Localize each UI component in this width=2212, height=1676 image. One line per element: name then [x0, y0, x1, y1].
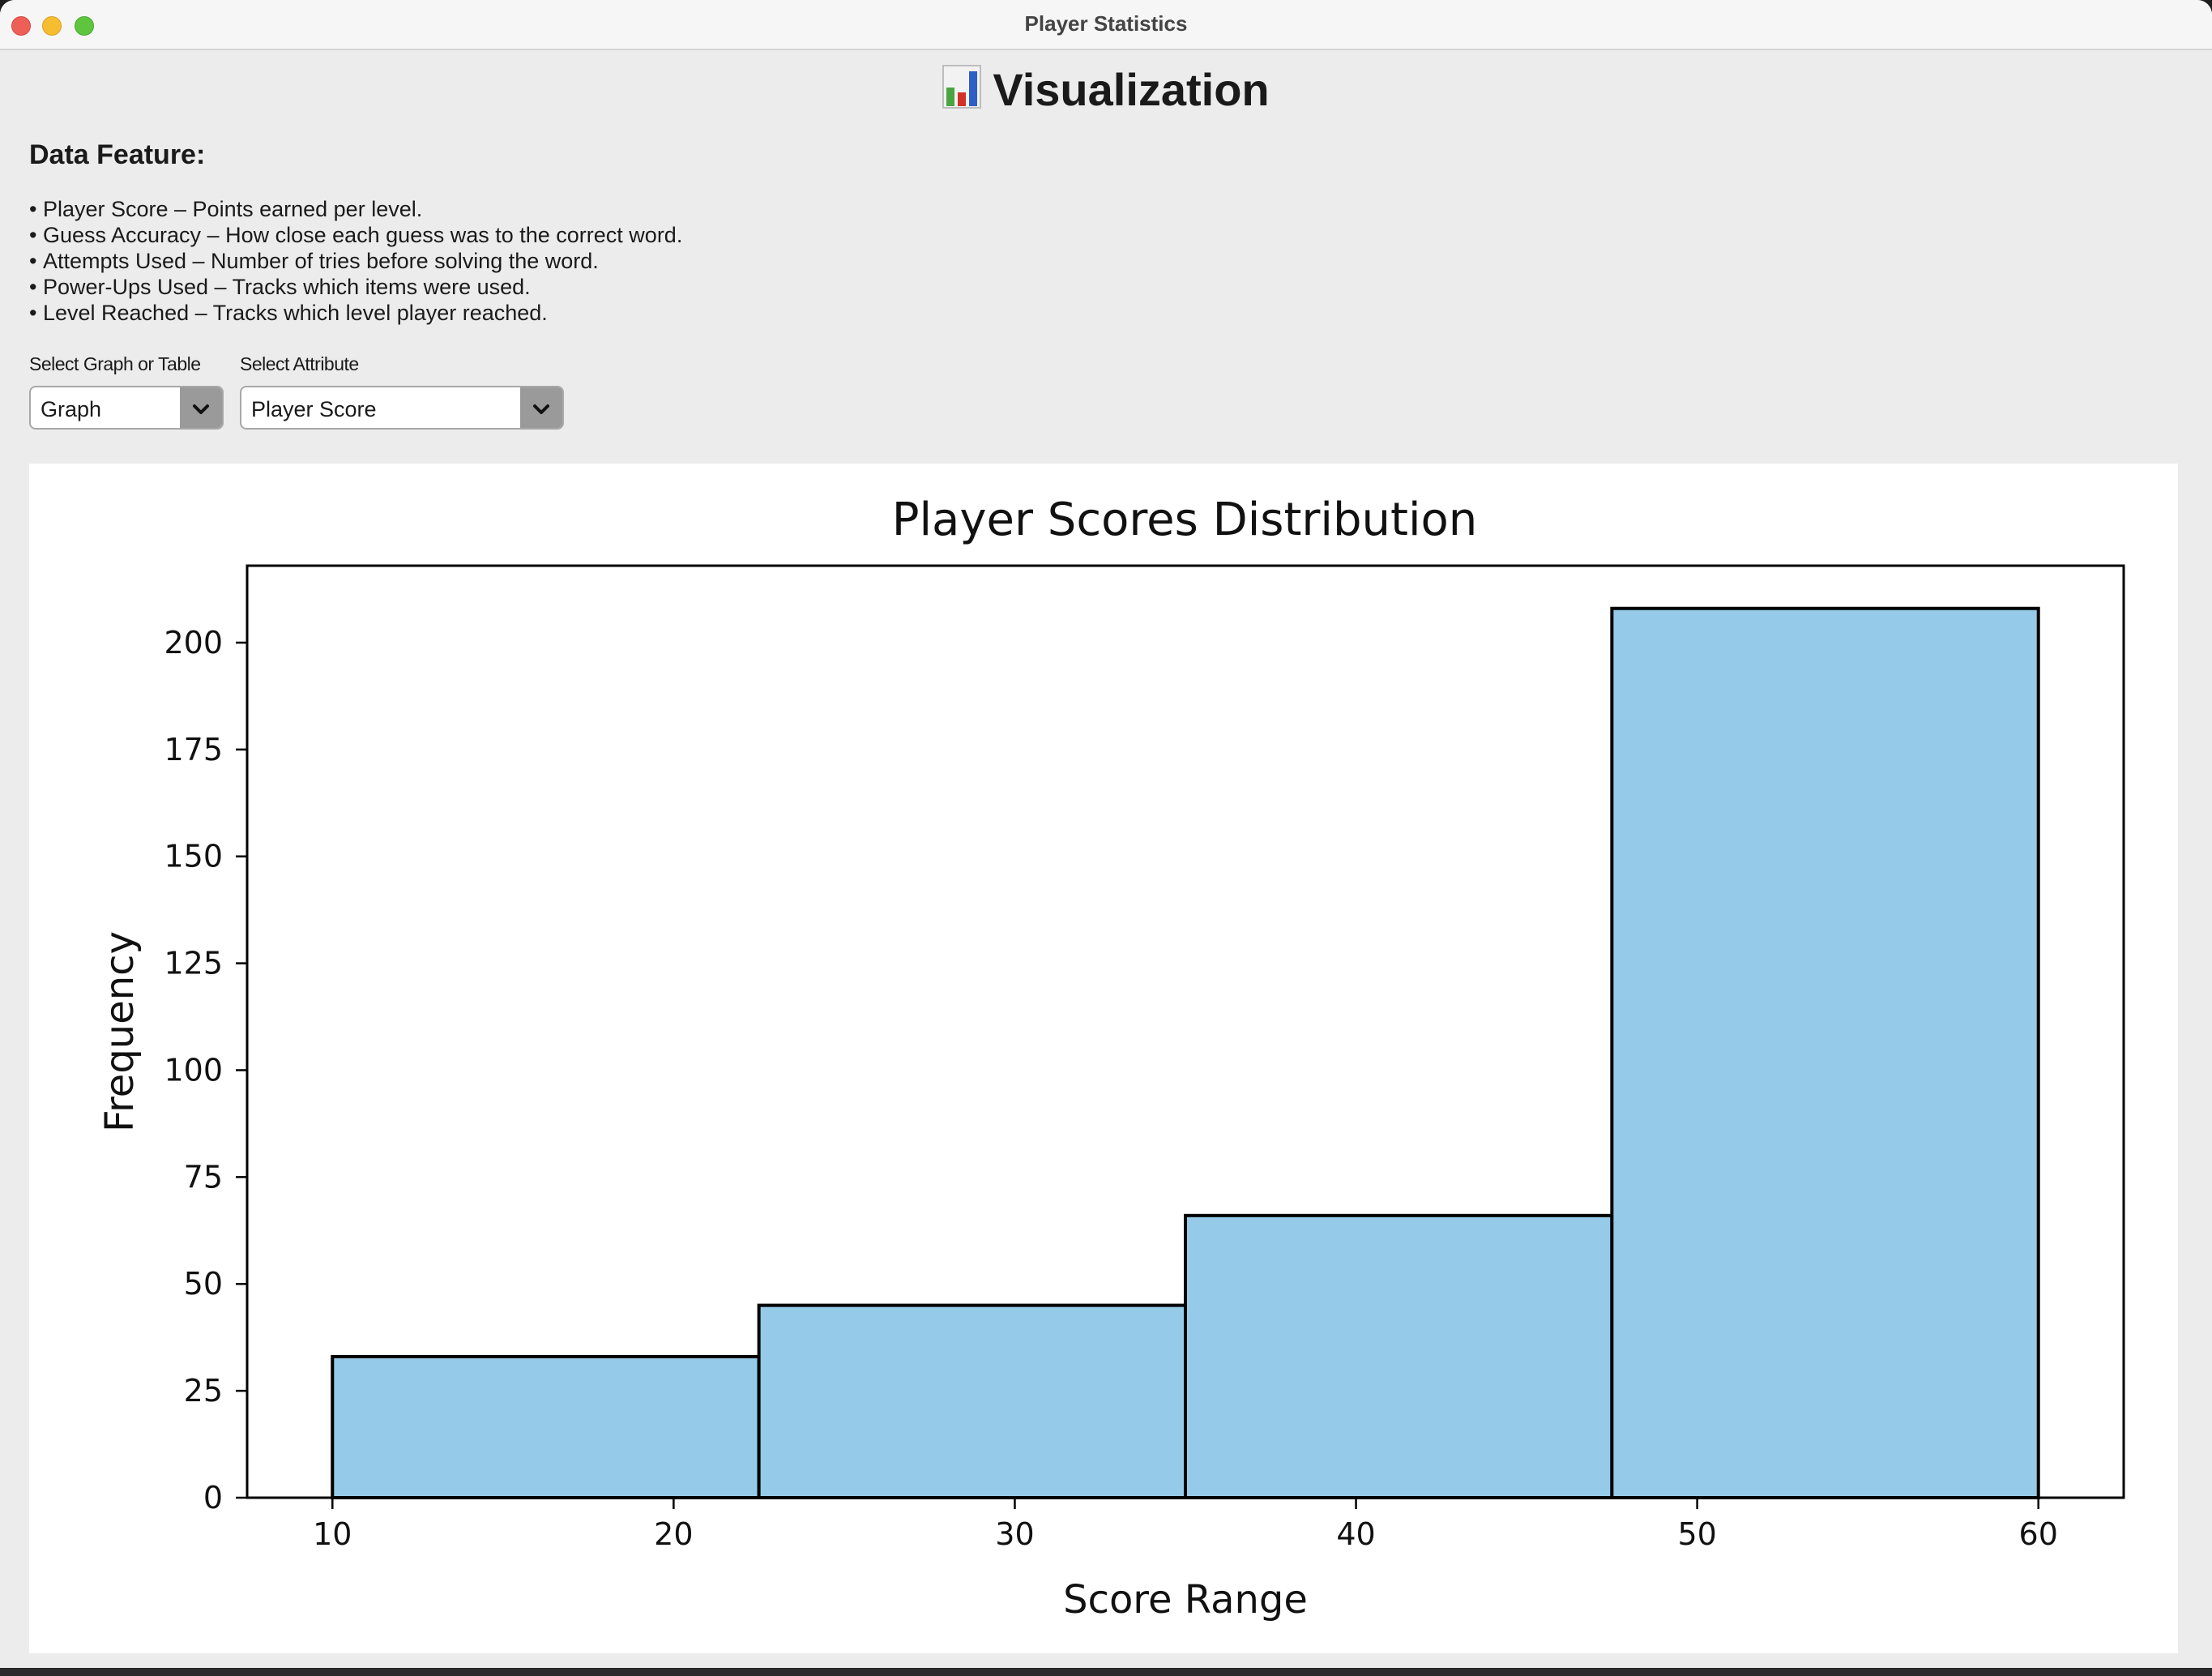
view-select-label: Select Graph or Table — [29, 353, 201, 374]
y-tick-label: 200 — [164, 625, 223, 661]
feature-item: Power-Ups Used – Tracks which items were… — [29, 274, 682, 300]
page-title: Visualization — [993, 64, 1270, 115]
histogram-bar — [1184, 1213, 1614, 1499]
feature-item: Player Score – Points earned per level. — [29, 196, 682, 222]
y-tick-label: 75 — [184, 1159, 223, 1195]
histogram-bar — [757, 1303, 1187, 1499]
x-tick-label: 60 — [2019, 1516, 2058, 1552]
chevron-down-icon — [193, 404, 209, 414]
histogram-bar — [331, 1354, 761, 1500]
x-axis-label: Score Range — [1063, 1577, 1308, 1623]
page-heading: Visualization — [0, 63, 2212, 119]
y-tick-label: 0 — [203, 1480, 223, 1516]
histogram-chart: Player Scores Distribution 10 20 30 40 50 60 0… — [97, 494, 2125, 1623]
attribute-select-label: Select Attribute — [240, 353, 359, 374]
attribute-select-dropdown-button[interactable] — [520, 387, 562, 428]
plot-frame — [246, 564, 2125, 1499]
close-window-button[interactable] — [11, 16, 31, 36]
bar-chart-icon — [942, 65, 982, 119]
y-tick-label: 150 — [164, 839, 223, 874]
y-tick-label: 175 — [164, 732, 223, 767]
view-select[interactable]: Graph — [29, 386, 224, 430]
minimize-window-button[interactable] — [42, 16, 62, 36]
x-tick-label: 10 — [313, 1516, 352, 1552]
y-tick-label: 25 — [184, 1373, 223, 1409]
attribute-select[interactable]: Player Score — [240, 386, 564, 430]
y-tick-label: 100 — [164, 1052, 223, 1088]
x-tick-label: 20 — [654, 1516, 693, 1552]
plot-panel: Player Scores Distribution 10 20 30 40 50 60 0… — [29, 464, 2178, 1653]
chart-title: Player Scores Distribution — [892, 494, 1478, 546]
window-title: Player Statistics — [1024, 11, 1188, 36]
histogram-bar — [1610, 606, 2040, 1499]
view-select-value: Graph — [41, 397, 102, 421]
data-feature-list: Player Score – Points earned per level. … — [29, 196, 682, 326]
y-tick-label: 125 — [164, 946, 223, 981]
feature-item: Guess Accuracy – How close each guess wa… — [29, 222, 682, 248]
title-bar: Player Statistics — [0, 0, 2212, 50]
view-select-dropdown-button[interactable] — [180, 387, 222, 428]
y-tick-label: 50 — [184, 1266, 223, 1302]
data-feature-title: Data Feature: — [29, 139, 206, 170]
x-tick-label: 50 — [1677, 1516, 1716, 1552]
attribute-select-value: Player Score — [251, 397, 377, 421]
feature-item: Level Reached – Tracks which level playe… — [29, 300, 682, 326]
x-tick-label: 40 — [1336, 1516, 1375, 1552]
feature-item: Attempts Used – Number of tries before s… — [29, 248, 682, 274]
x-tick-label: 30 — [995, 1516, 1034, 1552]
chevron-down-icon — [533, 404, 549, 414]
maximize-window-button[interactable] — [75, 16, 94, 36]
y-axis-label: Frequency — [97, 931, 143, 1132]
window-bottom-edge — [0, 1668, 2212, 1676]
